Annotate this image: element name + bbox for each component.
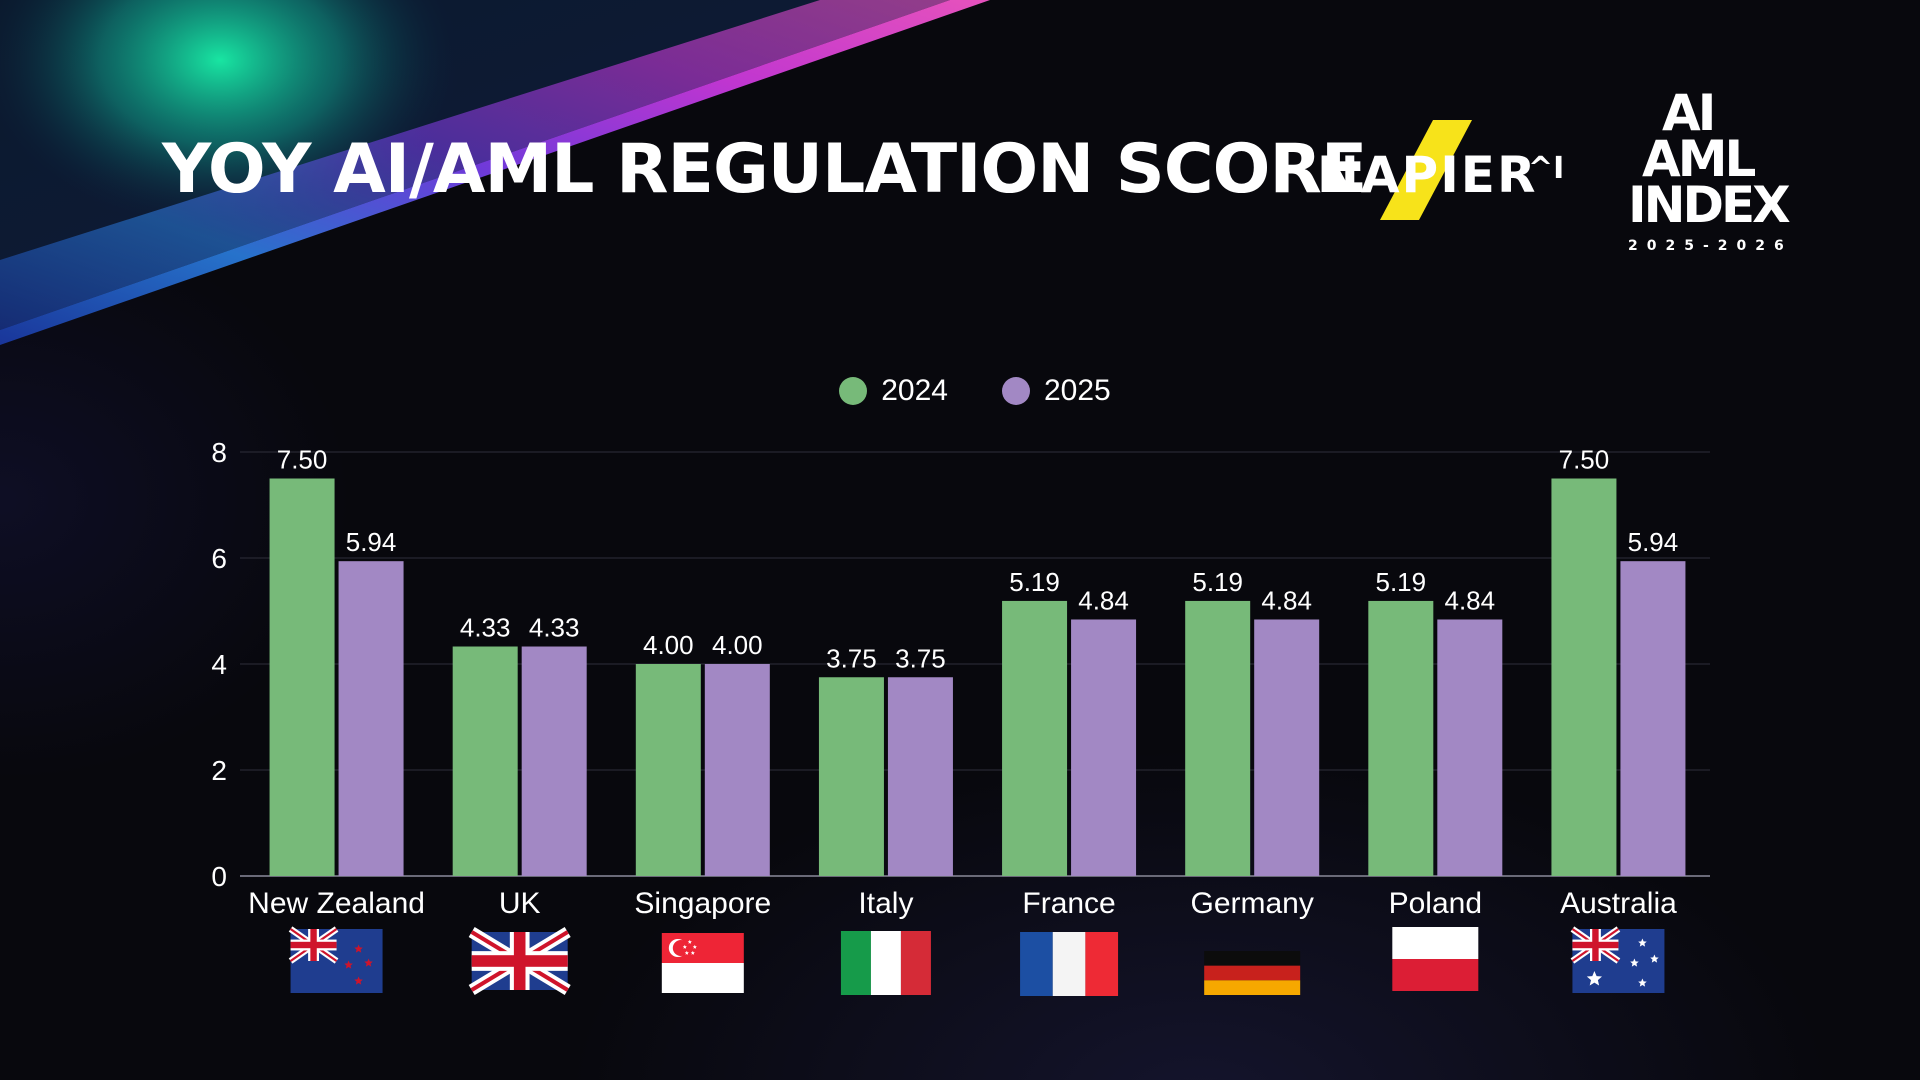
index-logo-line2: AML xyxy=(1642,130,1756,188)
data-label-2025: 3.75 xyxy=(895,643,946,673)
bar-2024 xyxy=(452,646,518,876)
y-tick-label: 8 xyxy=(211,437,227,468)
data-label-2024: 3.75 xyxy=(826,643,877,673)
legend-label-2025: 2025 xyxy=(1044,374,1111,407)
australia-flag xyxy=(1570,926,1665,993)
italy-flag xyxy=(840,931,931,995)
data-label-2024: 5.19 xyxy=(1009,567,1060,597)
data-label-2025: 4.00 xyxy=(712,630,763,660)
ai-aml-index-logo: AI AML INDEX 2025-2026 xyxy=(1628,84,1818,254)
legend-item-2024[interactable]: 2024 xyxy=(839,374,948,408)
data-label-2025: 4.84 xyxy=(1261,585,1312,615)
svg-text:NAPIER: NAPIER xyxy=(1317,146,1537,204)
chart-legend: 2024 2025 xyxy=(0,374,1920,408)
x-tick-label: Germany xyxy=(1191,887,1314,920)
legend-swatch-2025 xyxy=(1002,377,1030,405)
bar-2025 xyxy=(704,664,770,876)
x-tick-label: UK xyxy=(499,887,541,920)
bar-2024 xyxy=(1551,478,1617,876)
germany-flag xyxy=(1204,951,1301,995)
bar-2025 xyxy=(521,646,587,876)
data-label-2024: 4.33 xyxy=(460,613,511,643)
index-logo-line3: INDEX xyxy=(1628,176,1791,234)
bar-2025 xyxy=(1620,561,1686,876)
data-label-2025: 4.84 xyxy=(1445,585,1496,615)
data-label-2025: 5.94 xyxy=(1628,527,1679,557)
data-label-2024: 7.50 xyxy=(277,445,328,475)
data-label-2024: 4.00 xyxy=(643,630,694,660)
legend-label-2024: 2024 xyxy=(881,374,948,407)
bar-2024 xyxy=(818,677,884,876)
bar-2024 xyxy=(1185,600,1251,876)
bar-2025 xyxy=(1071,619,1137,876)
bar-2024 xyxy=(269,478,335,876)
x-tick-label: France xyxy=(1022,887,1115,920)
y-tick-label: 2 xyxy=(211,755,227,786)
x-tick-label: Australia xyxy=(1560,887,1677,920)
svg-text:^I: ^I xyxy=(1528,151,1564,186)
bar-2025 xyxy=(1437,619,1503,876)
data-label-2025: 4.84 xyxy=(1078,585,1129,615)
data-label-2025: 4.33 xyxy=(529,613,580,643)
bar-2025 xyxy=(338,561,404,876)
y-tick-label: 6 xyxy=(211,543,227,574)
france-flag xyxy=(1020,932,1119,996)
bar-2025 xyxy=(887,677,953,876)
index-logo-line1: AI xyxy=(1662,84,1716,142)
x-tick-label: Poland xyxy=(1389,887,1482,920)
napier-ai-logo: NAPIER ^I xyxy=(1315,118,1575,233)
bar-2024 xyxy=(1368,600,1434,876)
bar-2024 xyxy=(635,664,701,876)
y-tick-label: 0 xyxy=(211,861,227,892)
x-tick-label: New Zealand xyxy=(248,887,425,920)
x-tick-label: Singapore xyxy=(634,887,771,920)
legend-swatch-2024 xyxy=(839,377,868,405)
data-label-2024: 5.19 xyxy=(1192,567,1243,597)
index-logo-years: 2025-2026 xyxy=(1628,238,1793,254)
chart-title: YOY AI/AML REGULATION SCORE xyxy=(162,130,1367,209)
napier-logo-graphic: NAPIER ^I xyxy=(1317,120,1564,220)
data-label-2024: 7.50 xyxy=(1559,445,1610,475)
legend-item-2025[interactable]: 2025 xyxy=(1002,374,1111,408)
x-tick-label: Italy xyxy=(858,887,913,920)
data-label-2024: 5.19 xyxy=(1376,567,1427,597)
singapore-flag xyxy=(661,933,744,993)
bar-2024 xyxy=(1002,600,1068,876)
uk-flag xyxy=(468,927,571,995)
new-zealand-flag xyxy=(288,926,383,993)
data-label-2025: 5.94 xyxy=(346,527,397,557)
bar-2025 xyxy=(1254,619,1320,876)
y-tick-label: 4 xyxy=(211,649,227,680)
poland-flag xyxy=(1392,927,1479,991)
